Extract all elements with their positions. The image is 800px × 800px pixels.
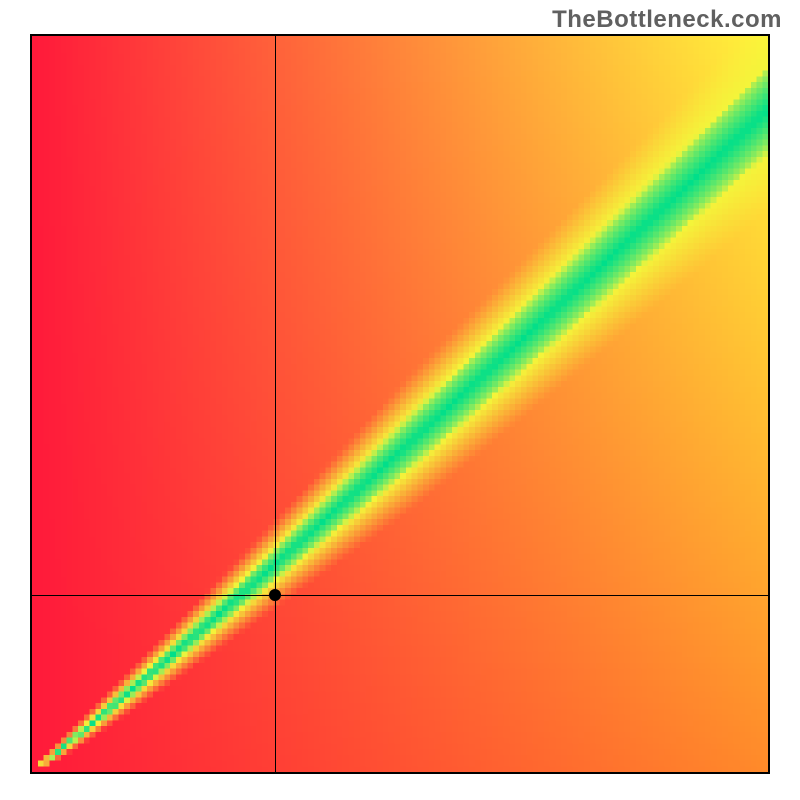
crosshair-horizontal <box>32 595 768 596</box>
watermark-text: TheBottleneck.com <box>552 6 782 34</box>
image-container: TheBottleneck.com <box>0 0 800 800</box>
heatmap-canvas <box>32 36 768 772</box>
crosshair-vertical <box>275 36 276 772</box>
crosshair-marker <box>269 589 281 601</box>
